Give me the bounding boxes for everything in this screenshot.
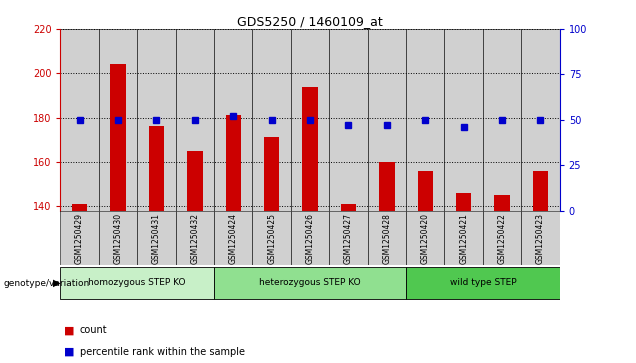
Bar bbox=[137, 29, 176, 211]
Bar bbox=[214, 211, 252, 265]
Text: GSM1250421: GSM1250421 bbox=[459, 213, 468, 264]
Bar bbox=[522, 211, 560, 265]
Bar bbox=[341, 204, 356, 211]
Bar bbox=[264, 138, 279, 211]
Bar bbox=[99, 29, 137, 211]
Text: homozygous STEP KO: homozygous STEP KO bbox=[88, 278, 186, 287]
Bar bbox=[418, 171, 433, 211]
Text: ■: ■ bbox=[64, 325, 74, 335]
Title: GDS5250 / 1460109_at: GDS5250 / 1460109_at bbox=[237, 15, 383, 28]
Bar bbox=[302, 87, 318, 211]
Bar bbox=[445, 29, 483, 211]
Bar bbox=[445, 211, 483, 265]
Bar bbox=[533, 171, 548, 211]
Bar bbox=[149, 126, 164, 211]
Bar bbox=[214, 267, 406, 299]
Bar bbox=[252, 29, 291, 211]
Text: GSM1250431: GSM1250431 bbox=[152, 213, 161, 264]
Bar bbox=[291, 29, 329, 211]
Bar bbox=[137, 211, 176, 265]
Bar bbox=[187, 151, 202, 211]
Bar bbox=[111, 65, 126, 211]
Text: GSM1250420: GSM1250420 bbox=[421, 213, 430, 264]
Bar bbox=[456, 193, 471, 211]
Text: GSM1250432: GSM1250432 bbox=[190, 213, 199, 264]
Bar bbox=[291, 211, 329, 265]
Bar bbox=[176, 29, 214, 211]
Text: GSM1250423: GSM1250423 bbox=[536, 213, 545, 264]
Text: GSM1250424: GSM1250424 bbox=[229, 213, 238, 264]
Bar bbox=[522, 29, 560, 211]
Text: GSM1250426: GSM1250426 bbox=[305, 213, 315, 264]
Bar bbox=[214, 29, 252, 211]
Bar bbox=[99, 211, 137, 265]
Text: GSM1250428: GSM1250428 bbox=[382, 213, 391, 264]
Text: genotype/variation: genotype/variation bbox=[3, 279, 90, 287]
Bar bbox=[176, 211, 214, 265]
Bar bbox=[60, 267, 214, 299]
Bar bbox=[329, 29, 368, 211]
Text: heterozygous STEP KO: heterozygous STEP KO bbox=[259, 278, 361, 287]
Text: GSM1250429: GSM1250429 bbox=[75, 213, 84, 264]
Bar bbox=[494, 195, 510, 211]
Bar bbox=[368, 211, 406, 265]
Text: GSM1250427: GSM1250427 bbox=[344, 213, 353, 264]
Text: GSM1250430: GSM1250430 bbox=[114, 213, 123, 264]
Bar bbox=[406, 29, 445, 211]
Text: wild type STEP: wild type STEP bbox=[450, 278, 516, 287]
Bar bbox=[483, 29, 522, 211]
Text: percentile rank within the sample: percentile rank within the sample bbox=[80, 347, 244, 357]
Bar bbox=[252, 211, 291, 265]
Text: ▶: ▶ bbox=[53, 278, 60, 288]
Bar bbox=[60, 211, 99, 265]
Bar bbox=[72, 204, 87, 211]
Text: count: count bbox=[80, 325, 107, 335]
Text: GSM1250422: GSM1250422 bbox=[497, 213, 506, 264]
Bar bbox=[226, 115, 241, 211]
Bar bbox=[329, 211, 368, 265]
Bar bbox=[368, 29, 406, 211]
Bar bbox=[379, 162, 394, 211]
Text: ■: ■ bbox=[64, 347, 74, 357]
Bar bbox=[406, 211, 445, 265]
Bar bbox=[483, 211, 522, 265]
Bar bbox=[406, 267, 560, 299]
Bar bbox=[60, 29, 99, 211]
Text: GSM1250425: GSM1250425 bbox=[267, 213, 276, 264]
